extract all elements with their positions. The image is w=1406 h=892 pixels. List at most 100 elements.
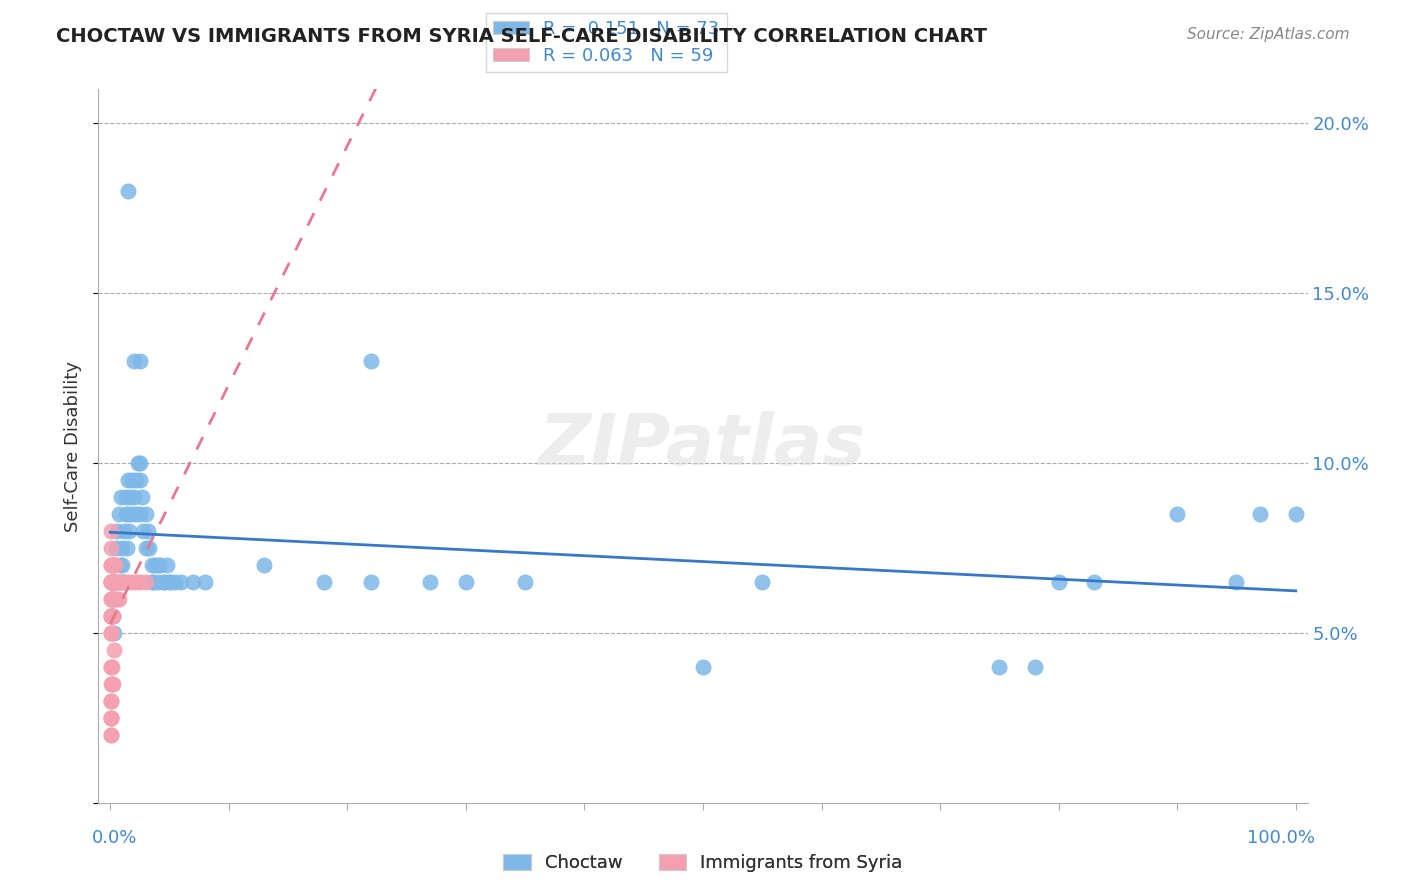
Point bbox=[1047, 574, 1070, 589]
Point bbox=[100, 591, 122, 606]
Point bbox=[108, 574, 131, 589]
Point bbox=[101, 608, 124, 623]
Point bbox=[152, 574, 174, 589]
Point bbox=[100, 591, 122, 606]
Point bbox=[360, 574, 382, 589]
Point bbox=[100, 608, 122, 623]
Point bbox=[104, 574, 127, 589]
Point bbox=[120, 490, 142, 504]
Point bbox=[100, 626, 122, 640]
Point bbox=[108, 558, 131, 572]
Point bbox=[125, 574, 148, 589]
Point bbox=[129, 507, 152, 521]
Point bbox=[100, 677, 122, 691]
Point bbox=[1024, 660, 1046, 674]
Point bbox=[107, 507, 129, 521]
Point bbox=[100, 660, 122, 674]
Point bbox=[100, 558, 122, 572]
Point bbox=[692, 660, 714, 674]
Point bbox=[165, 574, 187, 589]
Point bbox=[141, 574, 163, 589]
Point bbox=[114, 524, 136, 538]
Point bbox=[1083, 574, 1105, 589]
Point bbox=[138, 541, 160, 555]
Point bbox=[101, 608, 124, 623]
Point bbox=[141, 558, 163, 572]
Point bbox=[454, 574, 477, 589]
Point bbox=[100, 660, 122, 674]
Point bbox=[100, 574, 122, 589]
Point bbox=[103, 574, 125, 589]
Y-axis label: Self-Care Disability: Self-Care Disability bbox=[65, 360, 83, 532]
Point bbox=[129, 354, 152, 368]
Point bbox=[146, 558, 169, 572]
Point bbox=[159, 574, 181, 589]
Point bbox=[100, 626, 122, 640]
Point bbox=[100, 728, 122, 742]
Point bbox=[105, 574, 128, 589]
Point bbox=[515, 574, 537, 589]
Point bbox=[100, 694, 122, 708]
Point bbox=[111, 541, 134, 555]
Point bbox=[988, 660, 1011, 674]
Point bbox=[105, 524, 128, 538]
Point bbox=[100, 524, 122, 538]
Point bbox=[101, 574, 124, 589]
Point bbox=[101, 574, 124, 589]
Point bbox=[114, 507, 136, 521]
Point bbox=[127, 456, 149, 470]
Point bbox=[312, 574, 335, 589]
Point bbox=[100, 574, 122, 589]
Point bbox=[117, 574, 139, 589]
Point bbox=[117, 473, 139, 487]
Point bbox=[129, 456, 152, 470]
Point bbox=[100, 728, 122, 742]
Text: 0.0%: 0.0% bbox=[91, 829, 136, 847]
Text: Source: ZipAtlas.com: Source: ZipAtlas.com bbox=[1187, 27, 1350, 42]
Point bbox=[181, 574, 204, 589]
Point bbox=[1249, 507, 1271, 521]
Point bbox=[108, 574, 131, 589]
Point bbox=[135, 574, 157, 589]
Point bbox=[152, 574, 174, 589]
Point bbox=[101, 574, 124, 589]
Point bbox=[103, 574, 125, 589]
Point bbox=[117, 507, 139, 521]
Point bbox=[156, 558, 179, 572]
Point bbox=[170, 574, 193, 589]
Point bbox=[103, 558, 125, 572]
Point bbox=[101, 608, 124, 623]
Point bbox=[101, 608, 124, 623]
Point bbox=[103, 558, 125, 572]
Point bbox=[105, 541, 128, 555]
Point bbox=[131, 490, 153, 504]
Point bbox=[100, 608, 122, 623]
Point bbox=[121, 507, 143, 521]
Point bbox=[100, 711, 122, 725]
Text: 100.0%: 100.0% bbox=[1247, 829, 1315, 847]
Point bbox=[100, 711, 122, 725]
Point bbox=[114, 574, 136, 589]
Point bbox=[105, 574, 128, 589]
Point bbox=[118, 524, 141, 538]
Point bbox=[101, 558, 124, 572]
Point bbox=[105, 574, 128, 589]
Point bbox=[114, 574, 136, 589]
Point bbox=[105, 591, 128, 606]
Point bbox=[100, 626, 122, 640]
Point bbox=[114, 490, 136, 504]
Point bbox=[100, 558, 122, 572]
Point bbox=[100, 574, 122, 589]
Point bbox=[111, 558, 134, 572]
Point bbox=[159, 574, 181, 589]
Point bbox=[103, 626, 125, 640]
Point bbox=[149, 558, 172, 572]
Point bbox=[101, 591, 124, 606]
Point bbox=[122, 490, 145, 504]
Point bbox=[101, 591, 124, 606]
Point bbox=[107, 591, 129, 606]
Point bbox=[104, 558, 127, 572]
Legend: Choctaw, Immigrants from Syria: Choctaw, Immigrants from Syria bbox=[496, 847, 910, 880]
Point bbox=[111, 574, 134, 589]
Point bbox=[1166, 507, 1188, 521]
